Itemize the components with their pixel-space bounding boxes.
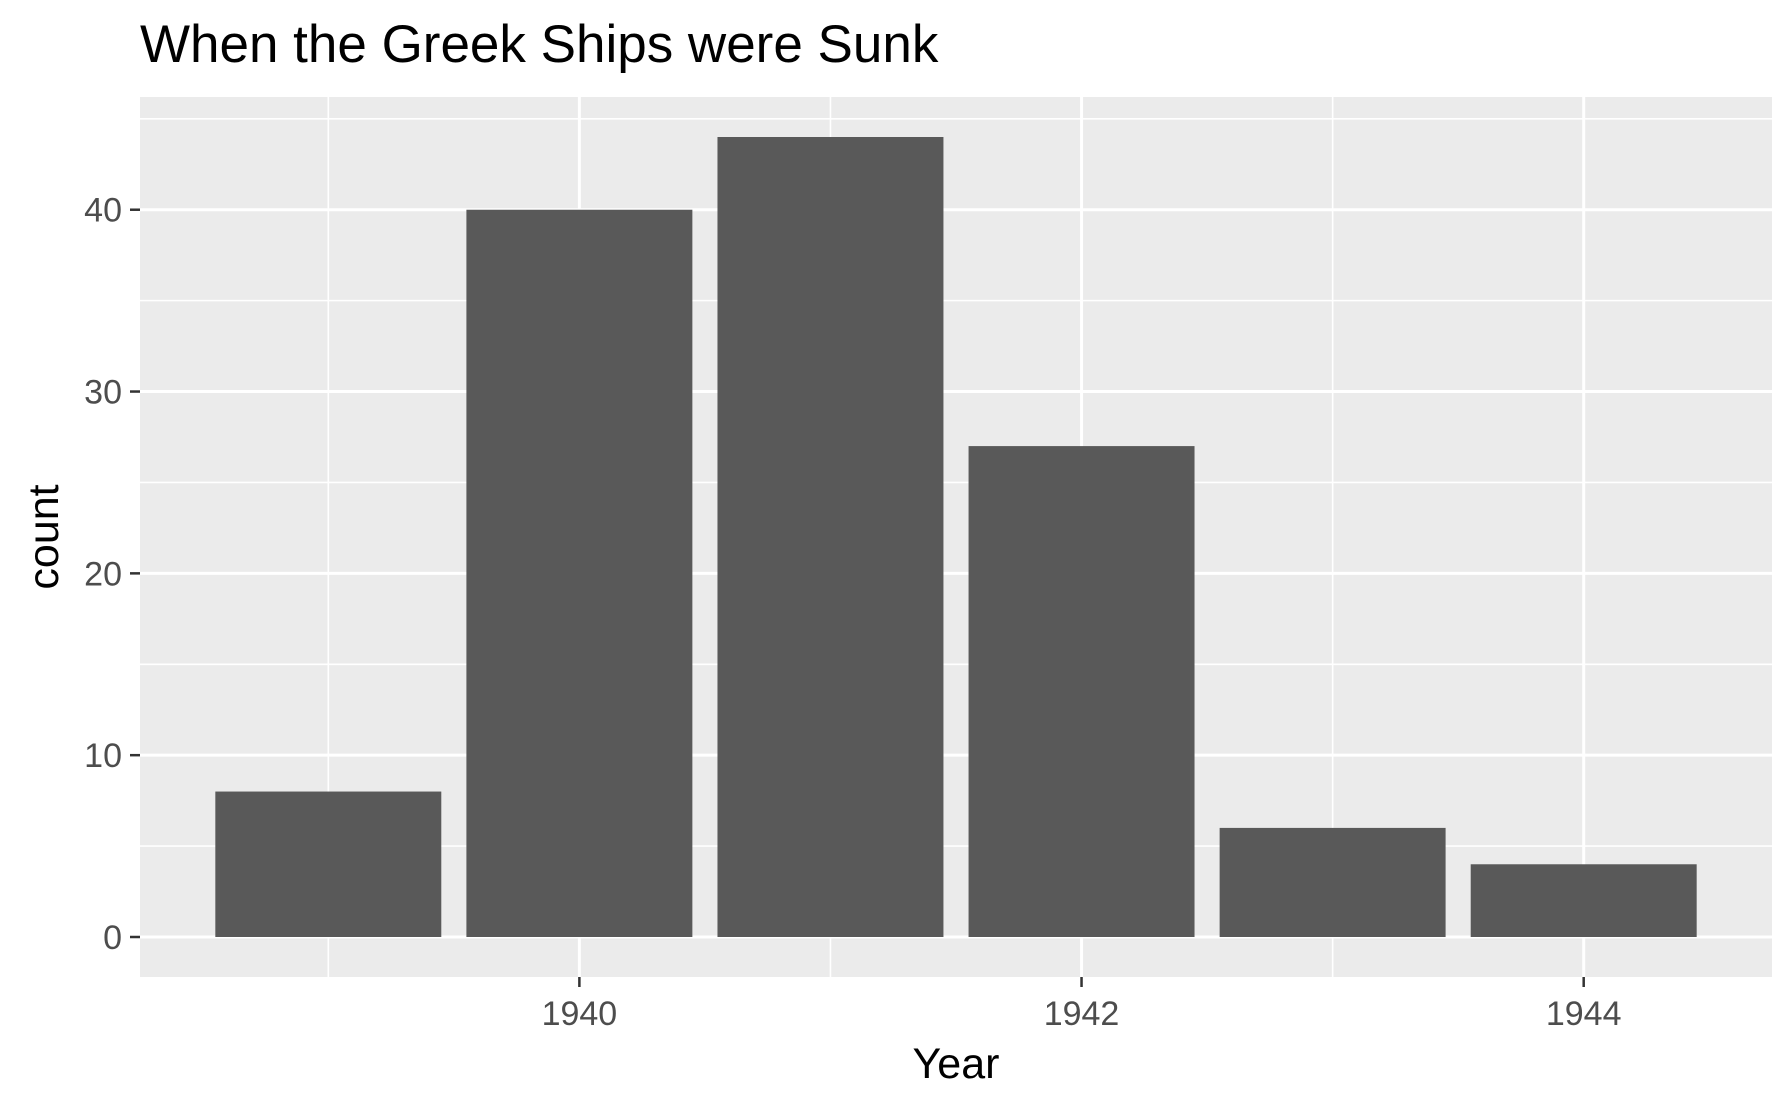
bar-1944 <box>1470 864 1697 937</box>
y-tick-label: 20 <box>84 555 122 593</box>
x-tick-label: 1942 <box>1044 995 1120 1033</box>
x-axis: 1940 1942 1944 <box>542 977 1622 1033</box>
x-tick-label: 1940 <box>542 995 618 1033</box>
bar-1939 <box>215 791 442 937</box>
chart-title: When the Greek Ships were Sunk <box>140 15 939 74</box>
y-tick-label: 0 <box>103 919 122 957</box>
y-axis-title: count <box>20 484 68 589</box>
bar-1942 <box>968 446 1195 937</box>
x-tick-label: 1944 <box>1546 995 1622 1033</box>
y-axis: 0 10 20 30 40 <box>84 192 140 957</box>
bars <box>215 137 1697 937</box>
bar-1940 <box>466 209 693 937</box>
y-tick-label: 30 <box>84 374 122 412</box>
x-axis-title: Year <box>913 1040 1000 1088</box>
bar-1941 <box>717 137 944 937</box>
y-tick-label: 40 <box>84 192 122 230</box>
y-tick-label: 10 <box>84 737 122 775</box>
bar-1943 <box>1219 827 1446 937</box>
